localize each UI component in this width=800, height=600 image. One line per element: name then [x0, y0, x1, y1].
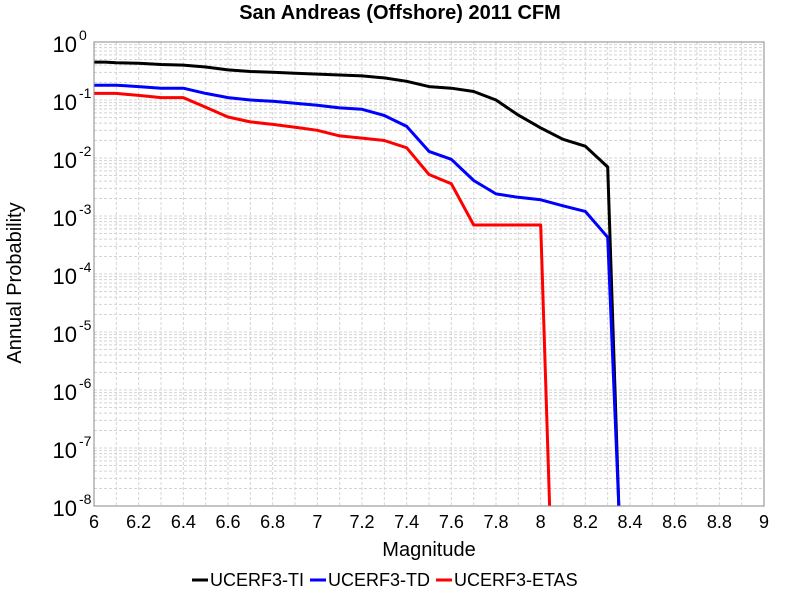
legend-item-ucerf3-td: UCERF3-TD	[310, 570, 430, 590]
legend-label: UCERF3-TD	[328, 570, 430, 590]
y-tick-exponent: -8	[79, 491, 92, 507]
y-tick-exponent: -3	[79, 201, 92, 217]
legend: UCERF3-TI UCERF3-TD UCERF3-ETAS	[192, 570, 578, 590]
series-line-ucerf3-ti	[94, 60, 621, 507]
grid-layer	[93, 42, 765, 507]
x-tick-label: 8.4	[617, 512, 642, 532]
y-tick-exponent: -4	[79, 259, 92, 275]
x-tick-label: 6.2	[126, 512, 151, 532]
legend-label: UCERF3-ETAS	[454, 570, 578, 590]
x-tick-label: 6.4	[171, 512, 196, 532]
y-tick-label: 10	[53, 206, 77, 231]
y-tick-label: 10	[53, 380, 77, 405]
x-tick-label: 6	[89, 512, 99, 532]
legend-item-ucerf3-etas: UCERF3-ETAS	[436, 570, 578, 590]
x-tick-label: 6.6	[215, 512, 240, 532]
x-tick-label: 7.6	[439, 512, 464, 532]
y-tick-exponent: -5	[79, 317, 92, 333]
y-tick-exponent: -2	[79, 143, 92, 159]
x-tick-label: 7.4	[394, 512, 419, 532]
y-tick-exponent: -1	[79, 85, 92, 101]
y-tick-label: 10	[53, 90, 77, 115]
x-tick-label: 8.8	[707, 512, 732, 532]
x-tick-label: 7.2	[349, 512, 374, 532]
y-tick-label: 10	[53, 496, 77, 521]
y-axis-label: Annual Probability	[4, 202, 26, 363]
legend-label: UCERF3-TI	[210, 570, 304, 590]
y-tick-label: 10	[53, 148, 77, 173]
y-tick-exponent: -6	[79, 375, 92, 391]
series-layer	[94, 60, 621, 507]
y-tick-label: 10	[53, 264, 77, 289]
x-tick-label: 6.8	[260, 512, 285, 532]
series-line-ucerf3-etas	[94, 91, 552, 507]
y-tick-exponent: 0	[79, 27, 87, 43]
x-tick-label: 7.8	[483, 512, 508, 532]
x-axis-label: Magnitude	[382, 539, 475, 561]
x-tick-label: 8.6	[662, 512, 687, 532]
y-tick-exponent: -7	[79, 433, 92, 449]
y-tick-label: 10	[53, 32, 77, 57]
chart-title: San Andreas (Offshore) 2011 CFM	[239, 2, 561, 24]
x-tick-label: 9	[759, 512, 769, 532]
x-tick-label: 8	[536, 512, 546, 532]
y-tick-label: 10	[53, 438, 77, 463]
plot-frame	[93, 41, 765, 507]
x-tick-label: 8.2	[573, 512, 598, 532]
series-line-ucerf3-td	[94, 83, 621, 507]
legend-item-ucerf3-ti: UCERF3-TI	[192, 570, 304, 590]
x-tick-labels: 6 6.2 6.4 6.6 6.8 7 7.2 7.4 7.6 7.8 8 8.2 8.4 8.6 8.8 9	[89, 512, 769, 532]
x-tick-label: 7	[312, 512, 322, 532]
y-tick-label: 10	[53, 322, 77, 347]
